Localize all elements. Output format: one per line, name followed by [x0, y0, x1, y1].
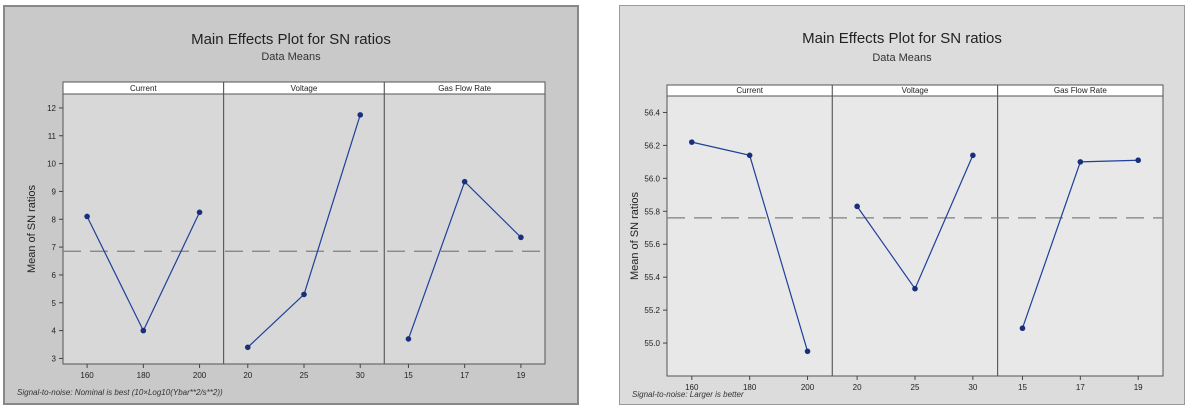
y-tick-label: 3 — [52, 354, 57, 363]
x-tick-label: 19 — [516, 371, 525, 380]
x-tick-label: 17 — [460, 371, 469, 380]
y-tick-label: 55.2 — [644, 306, 660, 315]
panel-label: Current — [130, 84, 157, 93]
data-point — [140, 327, 147, 334]
y-axis-label: Mean of SN ratios — [26, 184, 38, 273]
chart-footnote: Signal-to-noise: Larger is better — [632, 390, 744, 399]
x-tick-label: 25 — [911, 383, 920, 392]
x-tick-label: 160 — [80, 371, 94, 380]
panel-background — [223, 93, 385, 365]
y-tick-label: 11 — [48, 132, 57, 141]
panel-background — [62, 93, 225, 365]
chart-svg: Current Voltage Gas Flow Rate 3 4 5 6 7 8 9 10 11 12… — [26, 81, 546, 380]
y-tick-label: 12 — [47, 104, 56, 113]
data-point — [970, 152, 976, 159]
y-tick-label: 55.4 — [644, 273, 660, 282]
x-tick-label: 25 — [300, 371, 309, 380]
data-point — [244, 344, 251, 351]
data-point — [461, 178, 468, 185]
x-tick-label: 160 — [685, 383, 699, 392]
data-point — [1019, 325, 1026, 332]
data-point — [1135, 157, 1141, 164]
data-point — [1077, 159, 1084, 165]
data-point — [196, 209, 203, 216]
x-tick-label: 200 — [801, 383, 815, 392]
y-tick-label: 55.0 — [644, 339, 660, 348]
y-tick-label: 9 — [52, 187, 57, 196]
x-tick-label: 20 — [243, 371, 252, 380]
data-point — [405, 336, 412, 342]
y-tick-label: 55.8 — [644, 207, 660, 216]
data-point — [84, 213, 90, 220]
chart-svg: Current Voltage Gas Flow Rate 55.0 55.2 55.4 5… — [629, 84, 1164, 392]
x-tick-label: 180 — [137, 371, 151, 380]
x-tick-label: 15 — [1018, 383, 1027, 392]
x-tick-label: 17 — [1076, 383, 1085, 392]
panel-label: Gas Flow Rate — [438, 84, 491, 93]
y-tick-label: 4 — [52, 327, 57, 336]
panel-header — [997, 84, 1164, 97]
panel-header — [383, 81, 546, 95]
data-point — [912, 285, 918, 292]
main-effects-plot-1: Main Effects Plot for SN ratios Data Mea… — [3, 5, 579, 405]
x-tick-label: 200 — [193, 371, 207, 380]
panel-label: Voltage — [291, 84, 318, 93]
panel-label: Voltage — [902, 86, 929, 95]
x-tick-label: 30 — [968, 383, 977, 392]
main-effects-plot-2: Main Effects Plot for SN ratios Data Mea… — [619, 5, 1185, 405]
chart-footnote: Signal-to-noise: Nominal is best (10×Log… — [17, 388, 223, 397]
data-point — [301, 291, 307, 298]
y-tick-label: 56.0 — [644, 174, 660, 183]
y-tick-label: 7 — [52, 243, 57, 252]
data-point — [357, 112, 364, 118]
panel-background — [383, 93, 546, 365]
data-point — [518, 234, 524, 241]
panel-background — [831, 95, 999, 377]
y-tick-label: 56.4 — [644, 108, 660, 117]
y-tick-label: 10 — [47, 160, 56, 169]
chart-subtitle: Data Means — [261, 51, 321, 63]
x-tick-label: 20 — [853, 383, 862, 392]
data-point — [689, 139, 695, 145]
data-point — [746, 152, 753, 159]
x-tick-label: 30 — [356, 371, 365, 380]
data-point — [854, 203, 860, 210]
panel-background — [997, 95, 1164, 377]
panel-background — [666, 95, 833, 377]
panel-label: Gas Flow Rate — [1054, 86, 1107, 95]
data-point — [804, 348, 811, 355]
y-tick-label: 55.6 — [644, 240, 660, 249]
chart-title: Main Effects Plot for SN ratios — [191, 31, 391, 48]
y-axis-label: Mean of SN ratios — [629, 191, 641, 280]
y-tick-label: 56.2 — [644, 141, 660, 150]
chart-title: Main Effects Plot for SN ratios — [802, 30, 1002, 47]
x-tick-label: 19 — [1134, 383, 1143, 392]
y-tick-label: 6 — [52, 271, 57, 280]
y-tick-label: 8 — [52, 215, 57, 224]
x-tick-label: 180 — [743, 383, 757, 392]
panel-label: Current — [736, 86, 763, 95]
y-tick-label: 5 — [52, 299, 57, 308]
chart-subtitle: Data Means — [872, 52, 932, 64]
x-tick-label: 15 — [404, 371, 413, 380]
